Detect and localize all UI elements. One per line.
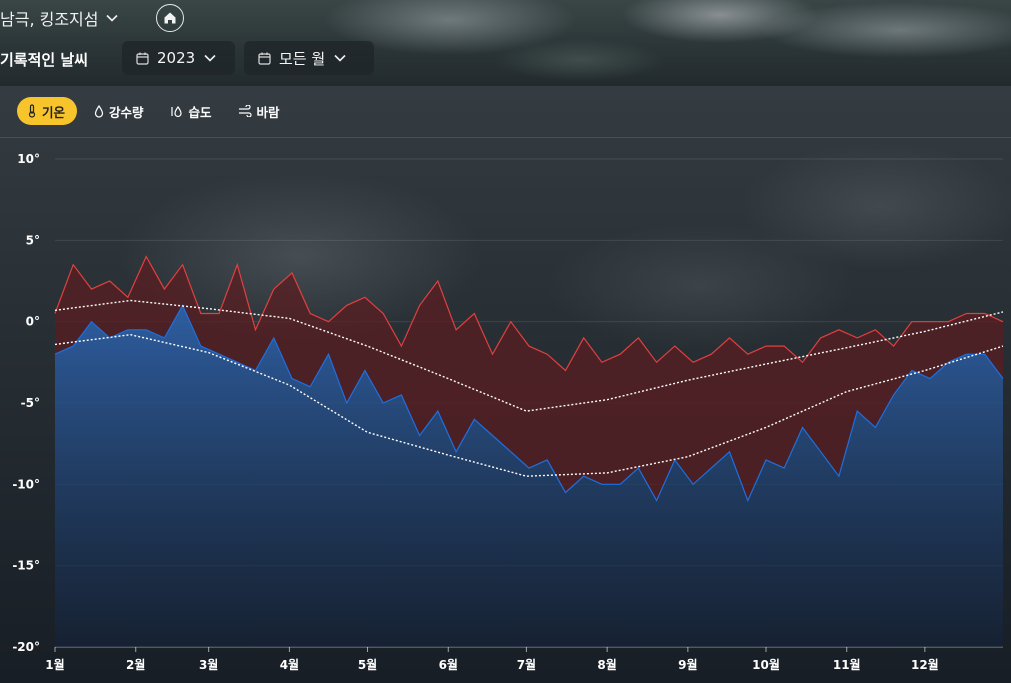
tab-temperature[interactable]: 기온 xyxy=(17,97,78,125)
tab-label: 기온 xyxy=(42,104,66,120)
divider xyxy=(0,137,1011,138)
calendar-icon xyxy=(136,52,149,65)
tab-label: 강수량 xyxy=(109,104,144,120)
x-tick-label: 9월 xyxy=(678,657,697,672)
wind-icon xyxy=(238,105,252,117)
x-tick-label: 3월 xyxy=(199,657,218,672)
year-value: 2023 xyxy=(157,49,196,67)
x-tick-label: 4월 xyxy=(280,657,299,672)
chevron-down-icon xyxy=(105,14,118,22)
month-dropdown[interactable]: 모든 월 xyxy=(244,41,374,75)
page-title: 기록적인 날씨 xyxy=(0,51,89,69)
month-value: 모든 월 xyxy=(279,49,326,68)
x-tick-label: 5월 xyxy=(358,657,377,672)
chart-lines xyxy=(54,255,1004,503)
x-tick-label: 10월 xyxy=(752,657,780,672)
humidity-icon xyxy=(170,105,182,117)
tab-humidity[interactable]: 습도 xyxy=(161,97,221,125)
y-tick-label: -20° xyxy=(12,640,40,654)
metric-tabs: 기온 강수량 습도 바람 xyxy=(17,97,297,125)
min-temp-area xyxy=(55,305,1003,647)
y-tick-label: -5° xyxy=(21,396,40,410)
location-name: 남극, 킹조지섬 xyxy=(0,10,99,29)
thermometer-icon xyxy=(28,104,36,118)
min-temp-line xyxy=(54,304,1004,503)
chevron-down-icon xyxy=(334,54,346,62)
home-icon xyxy=(164,12,176,24)
tab-label: 바람 xyxy=(256,104,280,120)
y-tick-label: 10° xyxy=(17,152,40,166)
chart-areas xyxy=(55,256,1003,647)
x-tick-label: 7월 xyxy=(517,657,536,672)
y-tick-label: -15° xyxy=(12,559,40,573)
temperature-chart: 10° 5° 0° -5° -10° -15° -20° 1월 2월 3월 4월 5월 6월 7월 8월 9월… xyxy=(12,152,1004,672)
avg-max-line xyxy=(54,299,1004,412)
tab-label: 습도 xyxy=(188,104,212,120)
year-dropdown[interactable]: 2023 xyxy=(122,41,235,75)
x-tick-label: 6월 xyxy=(439,657,458,672)
calendar-icon xyxy=(258,52,271,65)
y-tick-label: 5° xyxy=(26,233,40,247)
tab-wind[interactable]: 바람 xyxy=(229,97,289,125)
chevron-down-icon xyxy=(204,54,216,62)
avg-min-line xyxy=(54,333,1004,477)
home-button[interactable] xyxy=(156,4,184,32)
x-tick-label: 12월 xyxy=(911,657,939,672)
droplet-icon xyxy=(94,104,104,118)
y-tick-label: 0° xyxy=(26,315,40,329)
x-tick-label: 8월 xyxy=(597,657,616,672)
temp-range-area xyxy=(55,256,1003,501)
y-tick-label: -10° xyxy=(12,477,40,491)
tab-precipitation[interactable]: 강수량 xyxy=(85,97,153,125)
x-tick-label: 2월 xyxy=(126,657,145,672)
location-selector[interactable]: 남극, 킹조지섬 xyxy=(0,6,119,30)
x-tick-label: 11월 xyxy=(833,657,861,672)
max-temp-line xyxy=(54,255,1004,372)
x-tick-label: 1월 xyxy=(45,657,64,672)
chart-labels: 10° 5° 0° -5° -10° -15° -20° 1월 2월 3월 4월 5월 6월 7월 8월 9월… xyxy=(12,152,938,672)
